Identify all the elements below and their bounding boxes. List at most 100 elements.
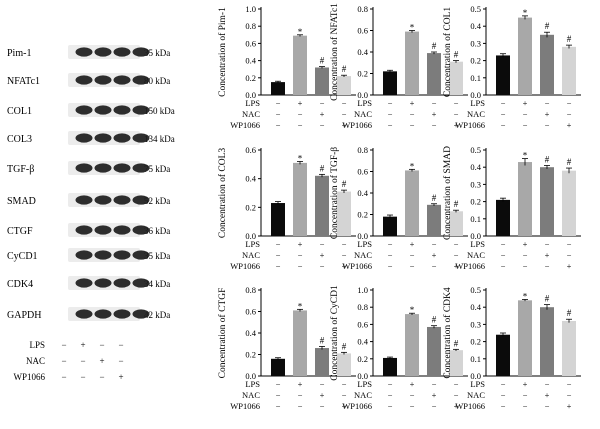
bar: [518, 162, 532, 236]
blot-row: [68, 161, 150, 175]
significance-mark: #: [432, 193, 437, 203]
y-tick-label: 0.4: [245, 56, 256, 66]
condition-label: NAC: [467, 250, 485, 260]
y-tick-label: 0.6: [245, 307, 256, 317]
condition-label: LPS: [245, 98, 260, 108]
blot-row: [68, 131, 150, 145]
condition-mark: −: [320, 401, 325, 411]
condition-mark: −: [567, 239, 572, 249]
condition-label: WP1066: [342, 261, 372, 271]
blot-weight-label: 35 kDa: [144, 48, 170, 58]
condition-mark: −: [276, 250, 281, 260]
condition-label: NAC: [354, 109, 372, 119]
significance-mark: #: [342, 341, 347, 351]
bar: [315, 175, 329, 236]
blot-band: [113, 250, 131, 260]
condition-mark: +: [298, 239, 303, 249]
condition-mark: +: [454, 120, 459, 130]
bar: [496, 55, 510, 95]
blot-row: [68, 73, 150, 87]
bar: [293, 35, 307, 95]
y-tick-label: 0.2: [470, 197, 481, 207]
condition-mark: −: [388, 109, 393, 119]
y-tick-label: 0.6: [357, 26, 368, 36]
significance-mark: *: [298, 153, 303, 163]
blot-treatment-mark: −: [61, 372, 66, 382]
condition-mark: +: [567, 261, 572, 271]
y-tick-label: 0.8: [357, 145, 368, 155]
condition-mark: −: [388, 120, 393, 130]
condition-mark: −: [298, 261, 303, 271]
condition-mark: −: [298, 401, 303, 411]
significance-mark: #: [545, 294, 550, 304]
y-axis-label: Concentration of SMAD: [442, 146, 453, 240]
blot-band: [132, 309, 150, 319]
blot-band: [75, 225, 93, 235]
bar: [540, 307, 554, 376]
blot-protein-label: COL3: [7, 134, 32, 145]
bar: [496, 334, 510, 376]
bar: [315, 348, 329, 376]
condition-mark: −: [320, 261, 325, 271]
y-tick-label: 0.0: [470, 90, 481, 100]
blot-protein-label: TGF-β: [7, 164, 34, 175]
y-tick-label: 1.0: [245, 4, 256, 14]
blot-band: [132, 133, 150, 143]
condition-mark: −: [388, 250, 393, 260]
blot-treatment-label: LPS: [29, 340, 45, 350]
blot-band: [113, 278, 131, 288]
condition-mark: −: [567, 109, 572, 119]
condition-mark: −: [545, 120, 550, 130]
condition-mark: −: [501, 401, 506, 411]
condition-mark: −: [388, 379, 393, 389]
bar: [562, 46, 576, 95]
blot-protein-label: SMAD: [7, 196, 36, 207]
y-tick-label: 0.0: [470, 371, 481, 381]
blot-band: [94, 47, 112, 57]
blot-band: [113, 309, 131, 319]
condition-mark: −: [501, 120, 506, 130]
condition-label: LPS: [245, 239, 260, 249]
condition-mark: −: [298, 390, 303, 400]
blot-band: [132, 105, 150, 115]
blot-row: [68, 276, 150, 290]
blot-band: [75, 133, 93, 143]
condition-mark: −: [276, 120, 281, 130]
blot-band: [113, 225, 131, 235]
blot-treatment-label: NAC: [26, 356, 45, 366]
blot-band: [132, 225, 150, 235]
blot-band: [132, 47, 150, 57]
condition-mark: −: [342, 390, 347, 400]
condition-mark: +: [523, 98, 528, 108]
condition-mark: +: [545, 390, 550, 400]
condition-mark: −: [388, 390, 393, 400]
blot-protein-label: CyCD1: [7, 251, 38, 262]
condition-mark: +: [454, 261, 459, 271]
blot-treatment-mark: −: [99, 340, 104, 350]
blot-treatment-mark: −: [118, 340, 123, 350]
condition-label: WP1066: [342, 401, 372, 411]
blot-band: [94, 225, 112, 235]
condition-mark: −: [276, 109, 281, 119]
bar-chart: Concentration of CyCD1 0.0 0.2 0.4 0.6 0.8 1.0…: [329, 285, 468, 411]
y-tick-label: 0.0: [357, 90, 368, 100]
blot-band: [94, 278, 112, 288]
blot-row: [68, 223, 150, 237]
y-tick-label: 0.6: [245, 38, 256, 48]
significance-mark: *: [298, 301, 303, 311]
condition-mark: −: [342, 109, 347, 119]
condition-mark: −: [523, 390, 528, 400]
condition-mark: −: [342, 239, 347, 249]
y-tick-label: 0.2: [245, 73, 256, 83]
y-tick-label: 0.0: [470, 231, 481, 241]
western-blot-panel: Pim-1 35 kDa NFATc1 80 kDa COL1 150 kDa COL3 13…: [7, 45, 175, 382]
significance-mark: *: [523, 151, 528, 161]
condition-mark: −: [523, 120, 528, 130]
y-tick-label: 0.8: [357, 302, 368, 312]
y-tick-label: 0.4: [357, 47, 368, 57]
condition-mark: −: [545, 401, 550, 411]
significance-mark: #: [454, 199, 459, 209]
blot-band: [75, 278, 93, 288]
y-tick-label: 0.3: [470, 179, 481, 189]
bar: [427, 326, 441, 376]
